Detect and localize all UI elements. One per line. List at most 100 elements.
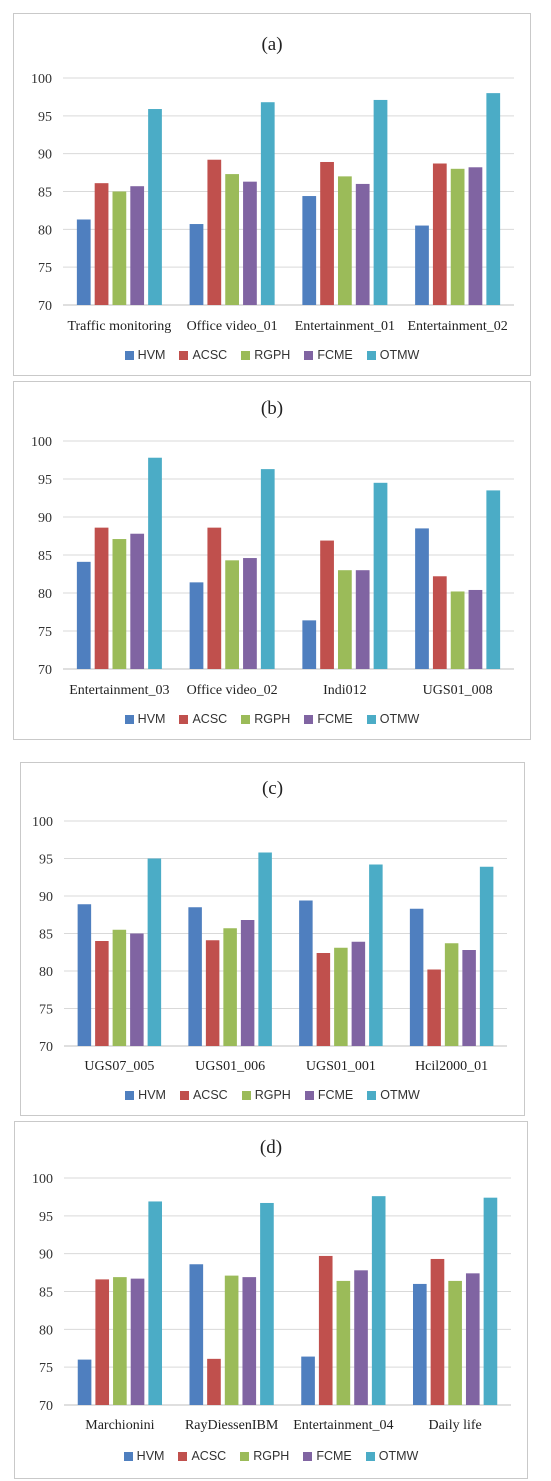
legend-item-otmw: OTMW	[366, 712, 420, 726]
bar-hvm	[189, 582, 204, 669]
legend-swatch	[367, 1090, 377, 1100]
bar-rgph	[337, 176, 352, 305]
bar-rgph	[112, 191, 127, 305]
bar-rgph	[112, 539, 127, 669]
legend-label: HVM	[138, 1088, 166, 1102]
bar-otmw	[260, 1202, 274, 1405]
bar-fcme	[351, 941, 366, 1046]
bar-acsc	[318, 1255, 333, 1405]
bar-hvm	[77, 1359, 92, 1405]
legend-swatch	[241, 350, 251, 360]
legend: HVM ACSC RGPH FCME OTMW	[14, 348, 530, 362]
legend-label: RGPH	[253, 1449, 290, 1463]
y-tick-label: 70	[38, 663, 52, 678]
x-tick-label: Traffic monitoring	[67, 319, 171, 334]
legend-item-hvm: HVM	[124, 348, 165, 362]
bar-rgph	[444, 943, 459, 1046]
bar-chart-c: 70 75 80 85 90 95 100 UGS07_005 UGS01_006 UGS01_0…	[32, 815, 507, 1074]
bar-fcme	[462, 950, 476, 1046]
y-tick-label: 75	[38, 261, 52, 276]
legend-swatch	[365, 1451, 375, 1461]
x-tick-label: Hcil2000_01	[415, 1059, 488, 1074]
bar-otmw	[147, 858, 162, 1046]
bar-acsc	[207, 527, 222, 669]
legend-item-acsc: ACSC	[179, 1088, 228, 1102]
bar-hvm	[188, 907, 202, 1046]
bar-otmw	[373, 482, 388, 669]
legend-label: HVM	[137, 712, 166, 726]
legend-swatch	[304, 714, 314, 724]
bar-acsc	[94, 183, 109, 305]
legend: HVM ACSC RGPH FCME OTMW	[21, 1088, 524, 1102]
bar-acsc	[95, 1279, 110, 1405]
y-tick-label: 75	[39, 1003, 53, 1018]
x-tick-label: Entertainment_04	[293, 1418, 393, 1433]
y-tick-label: 80	[39, 965, 53, 980]
bar-fcme	[355, 570, 370, 669]
legend-item-hvm: HVM	[125, 1088, 166, 1102]
y-tick-label: 70	[38, 299, 52, 314]
legend-label: ACSC	[192, 348, 228, 362]
legend-label: FCME	[317, 712, 353, 726]
legend-label: RGPH	[254, 712, 291, 726]
bar-fcme	[354, 1270, 368, 1405]
bar-acsc	[207, 159, 222, 305]
legend-item-otmw: OTMW	[367, 1088, 420, 1102]
bar-fcme	[130, 933, 144, 1046]
bar-hvm	[302, 620, 317, 669]
legend-item-otmw: OTMW	[366, 348, 420, 362]
legend-swatch	[240, 1451, 250, 1461]
bar-fcme	[130, 1278, 145, 1405]
legend: HVM ACSC RGPH FCME OTMW	[14, 712, 530, 726]
legend-item-acsc: ACSC	[179, 712, 227, 726]
x-tick-label: Daily life	[428, 1418, 481, 1433]
bar-fcme	[465, 1273, 480, 1405]
legend-label: ACSC	[191, 1449, 227, 1463]
y-tick-label: 85	[38, 186, 52, 201]
legend-swatch	[366, 714, 376, 724]
legend-swatch	[304, 1090, 314, 1100]
x-tick-label: UGS01_006	[195, 1059, 265, 1074]
bar-otmw	[260, 469, 275, 669]
bar-otmw	[369, 864, 383, 1046]
bar-acsc	[320, 161, 334, 305]
bar-otmw	[148, 457, 162, 669]
bar-hvm	[299, 900, 313, 1046]
bar-acsc	[95, 941, 109, 1046]
bar-hvm	[302, 196, 317, 305]
bar-acsc	[432, 163, 447, 305]
y-tick-label: 95	[39, 1210, 53, 1225]
chart-panel-b: (b) 70 75 80 85 90 95 100 Entertainment_03 Offic…	[13, 381, 531, 740]
legend-label: OTMW	[379, 712, 420, 726]
x-tick-label: UGS01_001	[306, 1059, 376, 1074]
bar-acsc	[94, 527, 109, 669]
bar-otmw	[373, 99, 388, 306]
bar-hvm	[189, 224, 204, 305]
legend-label: OTMW	[379, 348, 420, 362]
legend-swatch	[241, 1090, 251, 1100]
chart-title: (d)	[259, 1137, 283, 1158]
bar-rgph	[223, 928, 237, 1046]
legend-label: OTMW	[378, 1449, 419, 1463]
bar-rgph	[337, 570, 352, 669]
bar-fcme	[468, 589, 483, 669]
bar-fcme	[243, 558, 257, 669]
chart-title: (c)	[261, 778, 284, 799]
legend-swatch	[179, 350, 189, 360]
y-tick-label: 70	[39, 1040, 53, 1055]
y-tick-label: 85	[39, 928, 53, 943]
bar-otmw	[479, 866, 494, 1046]
bar-rgph	[225, 560, 240, 669]
bar-otmw	[148, 1201, 163, 1405]
legend-item-rgph: RGPH	[241, 348, 290, 362]
bar-acsc	[316, 953, 331, 1046]
chart-panel-c: (c) 70 75 80 85 90 95 100 UGS07_005 UGS01_006 UGS…	[20, 762, 525, 1116]
bar-hvm	[76, 219, 91, 305]
y-tick-label: 100	[32, 815, 53, 830]
legend-label: HVM	[136, 1449, 165, 1463]
y-tick-label: 100	[31, 435, 52, 450]
legend-item-hvm: HVM	[123, 1449, 165, 1463]
bar-rgph	[336, 1280, 351, 1405]
legend-label: RGPH	[254, 348, 291, 362]
legend-label: RGPH	[254, 1088, 291, 1102]
